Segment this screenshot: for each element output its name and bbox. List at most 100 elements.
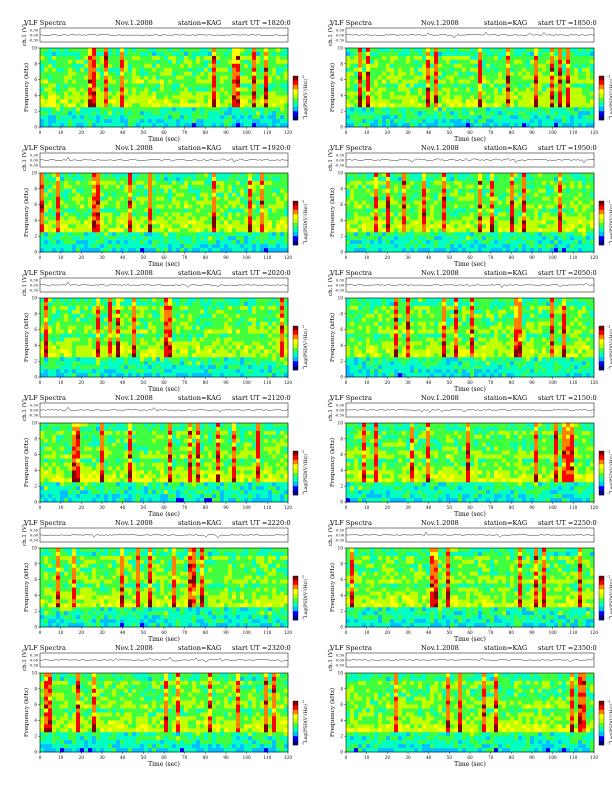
frequency-tick-label: 8 [340,186,343,191]
time-tick-label: 90 [529,255,535,260]
time-tick-label: 120 [284,755,292,760]
colorbar-label: Log(PSD(V²/Hz)) [302,703,309,742]
time-tick-label: 30 [405,255,411,260]
time-axis-label: Time (sec) [454,136,486,143]
colorbar-tick-label: -7 [301,367,304,371]
frequency-tick-label: 4 [34,593,37,598]
waveform-trace [345,31,595,39]
time-tick-label: 10 [364,255,370,260]
spectrogram-image [346,423,595,503]
time-tick-label: 110 [263,380,271,385]
spectrogram-panel: VLF Spectra Nov.1.2008 station=KAG start UT… [12,143,312,271]
waveform-tick-label: 0.00 [336,283,345,287]
waveform-ylabel: ch.1 (V) [21,149,28,171]
panel-start-ut: start UT =2050:0 [538,269,597,277]
time-tick-label: 0 [345,755,348,760]
frequency-tick-label: 0 [34,375,37,380]
colorbar-label: Log(PSD(V²/Hz)) [302,78,309,117]
frequency-axis-label: Frequency (kHz) [23,438,30,487]
waveform-tick-label: 0.30 [336,653,345,657]
panel-date: Nov.1.2008 [115,269,153,277]
time-tick-label: 80 [509,505,515,510]
time-tick-label: 90 [529,380,535,385]
panel-start-ut: start UT =1950:0 [538,144,597,152]
frequency-tick-label: 2 [34,734,37,739]
frequency-tick-label: 8 [340,561,343,566]
waveform-tick-label: -0.30 [29,163,39,167]
frequency-tick-label: 8 [340,311,343,316]
frequency-tick-label: 6 [34,577,37,582]
panel-title: VLF Spectra [330,19,372,27]
time-tick-label: 100 [549,130,557,135]
colorbar [292,700,299,746]
waveform-trace [39,406,289,413]
spectrogram-panel: VLF Spectra Nov.1.2008 station=KAG start UT… [12,268,312,396]
colorbar-tick-label: -1 [301,200,304,204]
frequency-axis-label: Frequency (kHz) [329,688,336,737]
waveform-tick-label: 0.00 [336,658,345,662]
spectrogram-image [40,548,289,628]
time-tick-label: 70 [182,130,188,135]
panel-station: station=KAG [484,644,528,652]
spectrogram-image [346,298,595,378]
waveform-trace [39,33,289,37]
time-tick-label: 50 [447,130,453,135]
waveform-tick-label: 0.30 [336,403,345,407]
colorbar-tick-label: -7 [607,242,610,246]
frequency-tick-label: 4 [340,468,343,473]
frequency-tick-label: 8 [34,561,37,566]
time-tick-label: 30 [405,630,411,635]
frequency-tick-label: 8 [340,686,343,691]
time-tick-label: 120 [590,380,598,385]
frequency-tick-label: 4 [34,343,37,348]
frequency-tick-label: 8 [34,311,37,316]
time-tick-label: 90 [223,380,229,385]
spectrogram-panel: VLF Spectra Nov.1.2008 station=KAG start UT… [12,643,312,771]
colorbar-tick-label: -7 [301,492,304,496]
frequency-tick-label: 4 [34,93,37,98]
time-tick-label: 120 [590,130,598,135]
waveform-tick-label: 0.00 [30,158,39,162]
frequency-tick-label: 6 [340,702,343,707]
frequency-tick-label: 10 [338,671,344,676]
time-tick-label: 40 [426,755,432,760]
colorbar-label: Log(PSD(V²/Hz)) [302,578,309,617]
time-tick-label: 20 [79,505,85,510]
frequency-axis-label: Frequency (kHz) [23,563,30,612]
frequency-tick-label: 6 [34,452,37,457]
panel-date: Nov.1.2008 [421,269,459,277]
time-tick-label: 0 [345,630,348,635]
time-tick-label: 50 [447,255,453,260]
panel-start-ut: start UT =2150:0 [538,394,597,402]
waveform-tick-label: 0.00 [336,533,345,537]
time-tick-label: 110 [569,630,577,635]
frequency-tick-label: 6 [340,452,343,457]
time-tick-label: 10 [58,630,64,635]
frequency-tick-label: 6 [340,202,343,207]
waveform-ylabel: ch.1 (V) [327,399,334,421]
time-tick-label: 20 [385,380,391,385]
time-tick-label: 20 [385,130,391,135]
panel-start-ut: start UT =1850:0 [538,19,597,27]
frequency-tick-label: 2 [34,234,37,239]
frequency-tick-label: 0 [340,625,343,630]
panel-start-ut: start UT =1920:0 [232,144,291,152]
frequency-tick-label: 4 [340,343,343,348]
waveform-tick-label: -0.30 [29,663,39,667]
time-tick-label: 110 [569,380,577,385]
time-tick-label: 40 [426,255,432,260]
time-tick-label: 80 [509,755,515,760]
colorbar-label: Log(PSD(V²/Hz)) [608,578,612,617]
panel-start-ut: start UT =2350:0 [538,644,597,652]
time-tick-label: 90 [223,130,229,135]
colorbar-label: Log(PSD(V²/Hz)) [608,703,612,742]
panel-start-ut: start UT =1820:0 [232,19,291,27]
time-tick-label: 10 [58,255,64,260]
colorbar-tick-label: -1 [607,575,610,579]
frequency-tick-label: 2 [34,109,37,114]
time-tick-label: 60 [161,755,167,760]
spectrogram-image [346,173,595,253]
time-tick-label: 120 [284,380,292,385]
